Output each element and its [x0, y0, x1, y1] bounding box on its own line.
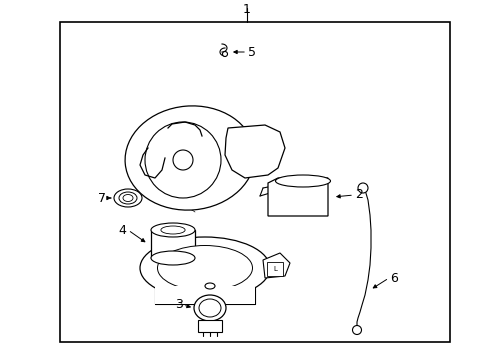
Ellipse shape	[199, 299, 221, 317]
Bar	[151, 230, 195, 258]
Bar	[155, 286, 254, 304]
Text: 4: 4	[118, 224, 125, 237]
Polygon shape	[224, 125, 285, 178]
Text: 1: 1	[243, 3, 250, 16]
Ellipse shape	[151, 251, 195, 265]
Circle shape	[352, 325, 361, 334]
Ellipse shape	[204, 283, 215, 289]
Text: 5: 5	[247, 45, 256, 58]
Circle shape	[222, 51, 227, 57]
Ellipse shape	[125, 106, 254, 210]
Circle shape	[357, 183, 367, 193]
Polygon shape	[267, 178, 327, 216]
Text: 7: 7	[98, 192, 106, 204]
Ellipse shape	[157, 246, 252, 291]
Ellipse shape	[123, 194, 133, 202]
Ellipse shape	[140, 237, 269, 299]
Text: 2: 2	[354, 189, 362, 202]
Bar	[266, 262, 283, 276]
Ellipse shape	[151, 223, 195, 237]
Text: 6: 6	[389, 271, 397, 284]
Ellipse shape	[194, 295, 225, 321]
Ellipse shape	[275, 175, 330, 187]
Ellipse shape	[119, 192, 137, 204]
Polygon shape	[263, 253, 289, 278]
Bar	[60, 22, 449, 342]
Ellipse shape	[114, 189, 142, 207]
Circle shape	[173, 150, 193, 170]
Circle shape	[145, 122, 221, 198]
Text: L: L	[272, 266, 276, 272]
Text: 3: 3	[175, 298, 183, 311]
Bar	[198, 320, 222, 332]
Ellipse shape	[161, 226, 185, 234]
